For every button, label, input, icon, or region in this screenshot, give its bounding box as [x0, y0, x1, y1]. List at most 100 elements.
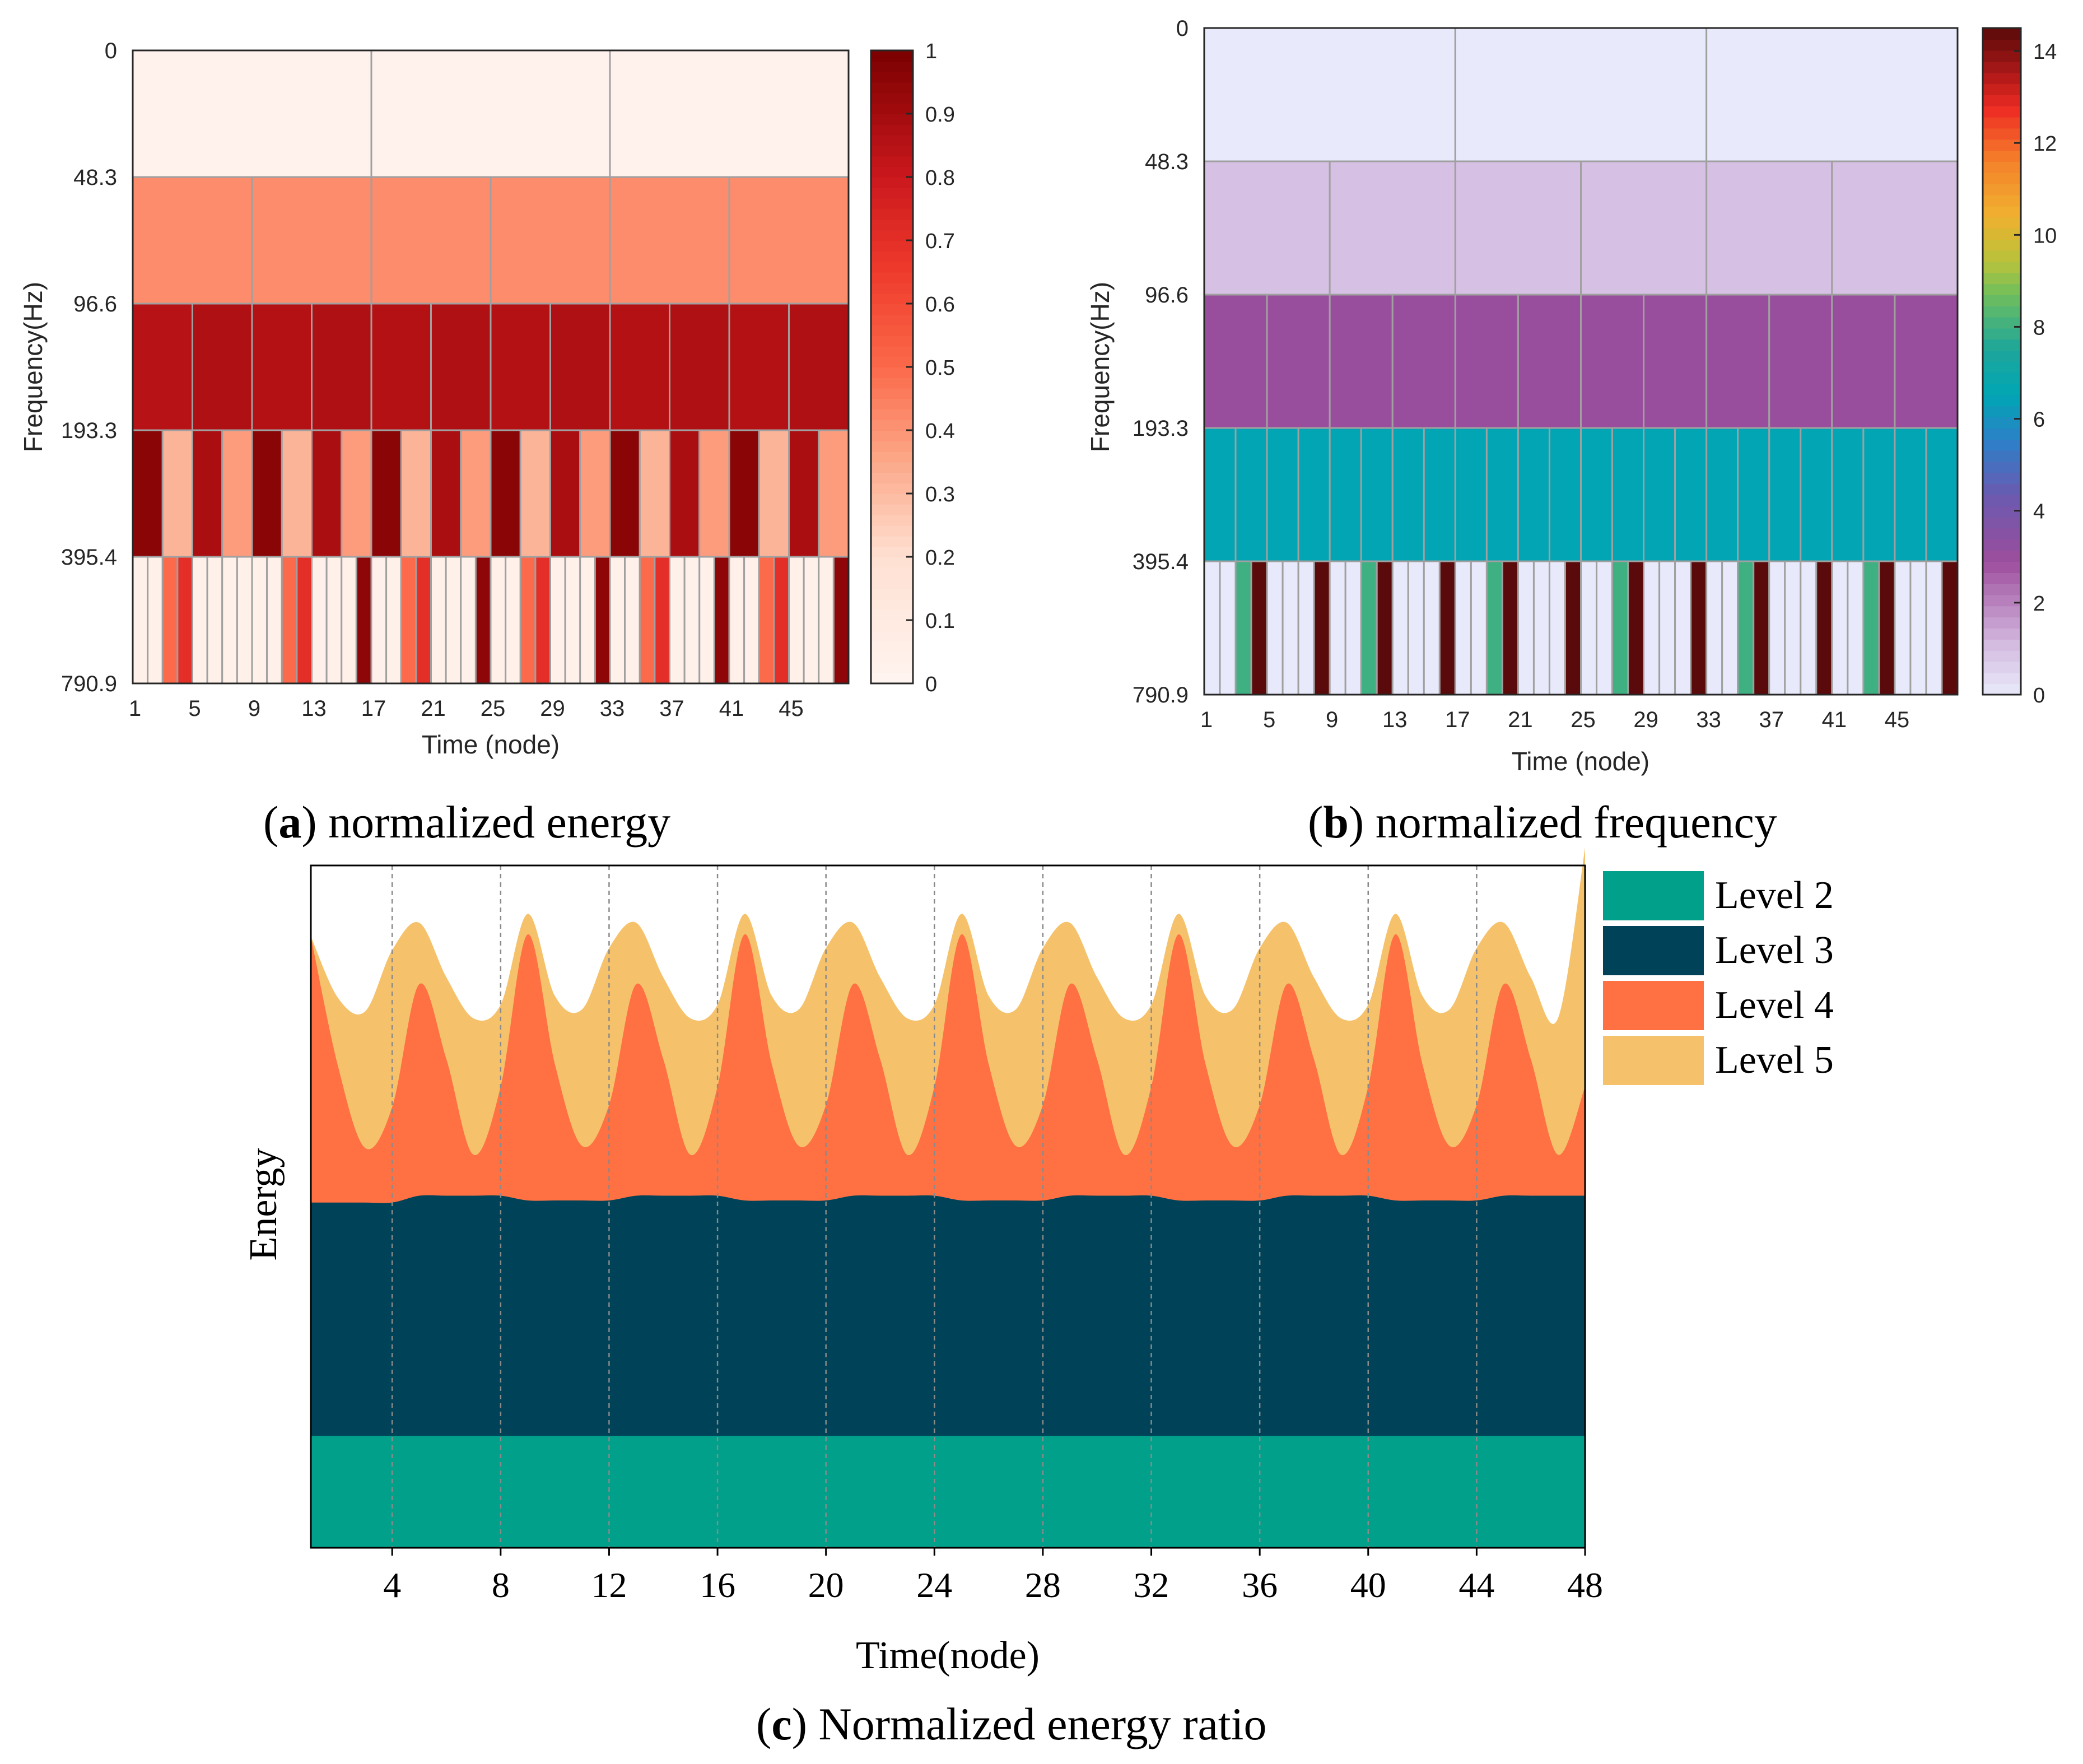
colorbar-segment [871, 261, 913, 273]
stacked-areas [311, 848, 1585, 1548]
heatmap-cell [639, 429, 670, 558]
heatmap-cell [1517, 294, 1582, 429]
heatmap-cell [1203, 294, 1268, 429]
heatmap-cell [1297, 427, 1331, 562]
heatmap-cell [1705, 294, 1770, 429]
x-tick-label: 29 [540, 696, 565, 721]
caption-letter: b [1323, 797, 1349, 848]
colorbar-segment [1983, 95, 2021, 106]
colorbar-segment [871, 525, 913, 537]
colorbar-segment [871, 208, 913, 220]
colorbar-tick-label: 0.8 [925, 166, 955, 190]
heatmap-cell [1501, 560, 1519, 696]
heatmap-cell [1564, 560, 1582, 696]
heatmap-cell [221, 556, 238, 685]
colorbar-segment [871, 356, 913, 367]
heatmap-cell [1909, 560, 1927, 696]
colorbar-segment [1983, 550, 2021, 562]
colorbar-segment [871, 324, 913, 336]
heatmap-cell [788, 429, 820, 558]
heatmap-cell [594, 556, 611, 685]
heatmap-cell [1643, 560, 1661, 696]
heatmap-cell [1329, 160, 1456, 296]
colorbar-segment [871, 335, 913, 347]
heatmap-cell [1768, 560, 1786, 696]
heatmap-cell [385, 556, 402, 685]
colorbar-segment [871, 145, 913, 157]
heatmap-cell [176, 556, 193, 685]
colorbar-tick-label: 0.6 [925, 293, 955, 317]
y-tick-label: 395.4 [1133, 550, 1189, 574]
colorbar-segment [1983, 305, 2021, 318]
colorbar-segment [871, 240, 913, 252]
heatmap-cell [1658, 560, 1676, 696]
x-tick-labels: 1 5 9 13 17 21 25 29 33 37 41 45 [1200, 708, 1909, 732]
y-tick-label: 96.6 [1145, 283, 1189, 308]
heatmap-cell [1768, 294, 1833, 429]
colorbar-segment [871, 346, 913, 357]
colorbar-segment [1983, 528, 2021, 540]
plot-frame [132, 49, 850, 685]
legend-label: Level 4 [1715, 984, 1834, 1027]
heatmap-cell [579, 556, 596, 685]
x-tick-labels: 1 5 9 13 17 21 25 29 33 37 41 45 [129, 696, 804, 721]
colorbar-segment [871, 494, 913, 505]
colorbar-segment [1983, 206, 2021, 218]
panel-b-frequency-heatmap: 0 48.3 96.6 193.3 395.4 790.9 1 5 9 13 17 21 25 29 33… [1085, 16, 2057, 848]
heatmap-cell [698, 429, 730, 558]
heatmap-cell [1517, 427, 1550, 562]
colorbar-segment [871, 451, 913, 463]
colorbar-segment [871, 536, 913, 547]
colorbar-segment [1983, 283, 2021, 295]
colorbar-segment [1983, 561, 2021, 573]
heatmap-cell [341, 429, 372, 558]
colorbar-tick-label: 1 [925, 40, 937, 63]
colorbar-tick-label: 2 [2033, 592, 2045, 616]
colorbar-segment [1983, 72, 2021, 85]
heatmap-cell [1737, 427, 1770, 562]
colorbar-tick-label: 0.3 [925, 483, 955, 506]
colorbar-segment [871, 314, 913, 325]
heatmap-cell [430, 302, 492, 431]
heatmap-cell [370, 49, 611, 178]
colorbar-segment [871, 546, 913, 557]
heatmap-cell [549, 429, 581, 558]
colorbar-tick-label: 6 [2033, 408, 2045, 432]
colorbar-segment [871, 198, 913, 210]
heatmap-cell [758, 429, 790, 558]
heatmap-cell [803, 556, 820, 685]
heatmap-cell [1847, 560, 1865, 696]
x-tick-label: 28 [1025, 1565, 1061, 1605]
heatmap-cell [1894, 294, 1959, 429]
colorbar-segment [871, 673, 913, 684]
colorbar-segment [1983, 194, 2021, 207]
colorbar-segment [1983, 328, 2021, 340]
colorbar-segment [871, 409, 913, 421]
colorbar-tick-label: 0 [2033, 684, 2045, 708]
x-tick-label: 16 [700, 1565, 735, 1605]
legend-label: Level 3 [1715, 929, 1834, 972]
colorbar-tick-label: 0.5 [925, 356, 955, 380]
heatmap-cell [758, 556, 775, 685]
y-tick-labels: 0 48.3 96.6 193.3 395.4 790.9 [61, 39, 117, 696]
heatmap-cell [1627, 560, 1645, 696]
x-tick-label: 33 [1696, 708, 1721, 732]
colorbar-tick-label: 0.7 [925, 230, 955, 253]
colorbar-tick-label: 0.1 [925, 609, 955, 633]
caption-text: ) normalized frequency [1349, 797, 1777, 848]
colorbar-tick-label: 4 [2033, 500, 2045, 524]
colorbar-segment [1983, 505, 2021, 518]
heatmap-cell [669, 429, 701, 558]
heatmap-cell [1423, 560, 1441, 696]
heatmap-cells [1203, 27, 1959, 696]
heatmap-cell [549, 302, 611, 431]
heatmap-cell [1329, 560, 1346, 696]
heatmap-cell [609, 49, 850, 178]
x-tick-label: 5 [188, 696, 201, 721]
colorbar-segment [871, 219, 913, 231]
colorbar-segment [1983, 450, 2021, 462]
colorbar-segment [871, 166, 913, 178]
heatmap-cell [1266, 560, 1284, 696]
colorbar-segment [871, 662, 913, 674]
x-tick-label: 48 [1567, 1565, 1603, 1605]
